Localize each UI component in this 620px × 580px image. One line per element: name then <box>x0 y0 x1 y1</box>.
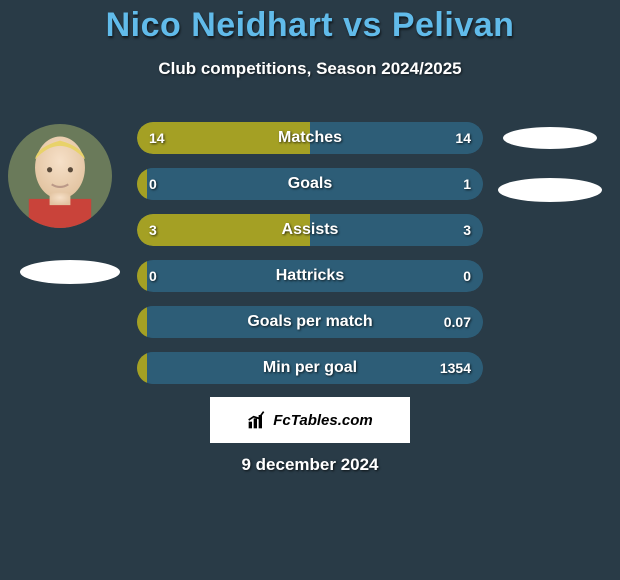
comparison-infographic: Nico Neidhart vs Pelivan Club competitio… <box>0 0 620 580</box>
bar-fill-right <box>310 122 483 154</box>
source-label: FcTables.com <box>273 412 372 429</box>
avatar-placeholder-icon <box>8 124 112 228</box>
team-logo-right-1 <box>503 127 597 149</box>
bar-fill-left <box>137 168 147 200</box>
bar-fill-right <box>473 260 483 292</box>
stats-bars: 1414Matches 01Goals 33Assists 00Hattricks 0.… <box>137 122 483 398</box>
bar-track <box>137 260 483 292</box>
bar-fill-left <box>137 214 310 246</box>
stat-row: 1354Min per goal <box>137 352 483 384</box>
subtitle: Club competitions, Season 2024/2025 <box>0 59 620 79</box>
bar-fill-right <box>147 306 483 338</box>
stat-row: 01Goals <box>137 168 483 200</box>
bar-fill-left <box>137 352 147 384</box>
bar-fill-right <box>310 214 483 246</box>
bar-fill-right <box>147 352 483 384</box>
bar-fill-right <box>147 168 483 200</box>
stat-row: 0.07Goals per match <box>137 306 483 338</box>
bar-fill-left <box>137 122 310 154</box>
bar-fill-left <box>137 306 147 338</box>
team-logo-right-2 <box>498 178 602 202</box>
chart-icon <box>247 410 267 430</box>
stat-row: 33Assists <box>137 214 483 246</box>
source-attribution: FcTables.com <box>210 397 410 443</box>
date-label: 9 december 2024 <box>0 455 620 475</box>
stat-row: 1414Matches <box>137 122 483 154</box>
page-title: Nico Neidhart vs Pelivan <box>0 0 620 45</box>
player-left-avatar <box>8 124 112 228</box>
bar-fill-left <box>137 260 147 292</box>
stat-row: 00Hattricks <box>137 260 483 292</box>
team-logo-left <box>20 260 120 284</box>
